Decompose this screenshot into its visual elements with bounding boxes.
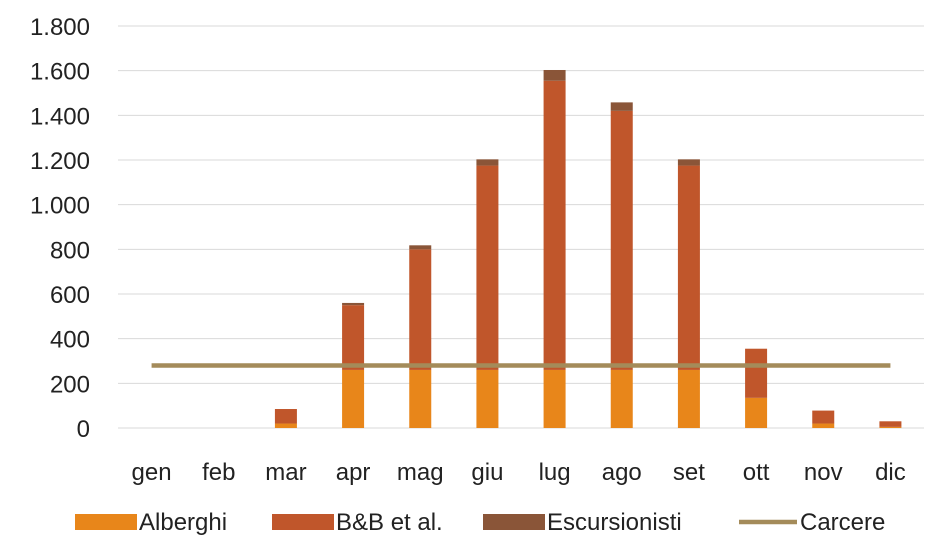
- bar-b-b-et-al-giu: [476, 165, 499, 370]
- gridlines: [118, 25, 924, 429]
- y-tick-label: 200: [50, 371, 90, 398]
- bar-b-b-et-al-mag: [409, 249, 432, 370]
- y-tick-label: 1.400: [30, 103, 90, 130]
- bar-escursionisti-set: [677, 159, 700, 166]
- y-axis-tick-labels: 0 200 400 600 800 1.000 1.200 1.400 1.600 1.800: [30, 14, 90, 443]
- x-tick-label-apr: apr: [336, 459, 371, 486]
- bar-b-b-et-al-apr: [342, 305, 365, 370]
- bar-alberghi-ott: [745, 397, 768, 428]
- bar-escursionisti-mag: [409, 245, 432, 250]
- x-tick-label-ago: ago: [602, 459, 642, 486]
- bar-b-b-et-al-dic: [879, 421, 902, 427]
- bar-escursionisti-lug: [543, 69, 566, 81]
- bar-stacks: [274, 69, 902, 428]
- x-tick-label-mag: mag: [397, 459, 444, 486]
- legend-label-alberghi: Alberghi: [139, 509, 227, 536]
- x-tick-label-ott: ott: [743, 459, 770, 486]
- bar-b-b-et-al-set: [677, 165, 700, 370]
- legend-label-carcere: Carcere: [800, 509, 885, 536]
- x-tick-label-set: set: [673, 459, 705, 486]
- x-tick-label-mar: mar: [265, 459, 306, 486]
- bar-alberghi-apr: [342, 369, 365, 428]
- x-axis-tick-labels: gen feb mar apr mag giu lug ago set ott nov dic: [132, 459, 906, 486]
- bar-escursionisti-ago: [610, 102, 633, 111]
- y-tick-label: 0: [77, 416, 90, 443]
- y-tick-label: 400: [50, 327, 90, 354]
- y-tick-label: 1.200: [30, 148, 90, 175]
- x-tick-label-dic: dic: [875, 459, 906, 486]
- bar-alberghi-nov: [812, 423, 835, 428]
- x-tick-label-feb: feb: [202, 459, 235, 486]
- bar-alberghi-mag: [409, 369, 432, 428]
- bar-alberghi-dic: [879, 426, 902, 428]
- bar-alberghi-giu: [476, 369, 499, 428]
- y-tick-label: 1.600: [30, 59, 90, 86]
- bar-b-b-et-al-mar: [274, 409, 297, 424]
- bar-alberghi-mar: [274, 423, 297, 428]
- bar-b-b-et-al-nov: [812, 410, 835, 424]
- x-tick-label-gen: gen: [132, 459, 172, 486]
- bar-alberghi-ago: [610, 369, 633, 428]
- x-tick-label-nov: nov: [804, 459, 843, 486]
- bar-escursionisti-giu: [476, 159, 499, 166]
- bar-escursionisti-apr: [342, 302, 365, 306]
- legend-label-escursionisti: Escursionisti: [547, 509, 682, 536]
- bar-b-b-et-al-lug: [543, 80, 566, 370]
- legend-swatch-b-b-et-al: [272, 514, 334, 530]
- y-tick-label: 1.800: [30, 14, 90, 41]
- y-tick-label: 800: [50, 237, 90, 264]
- bar-b-b-et-al-ott: [745, 348, 768, 398]
- bar-b-b-et-al-ago: [610, 110, 633, 370]
- bar-alberghi-set: [677, 369, 700, 428]
- y-tick-label: 1.000: [30, 193, 90, 220]
- legend: Alberghi B&B et al. Escursionisti Carcere: [75, 509, 885, 536]
- bar-alberghi-lug: [543, 369, 566, 428]
- legend-swatch-escursionisti: [483, 514, 545, 530]
- legend-swatch-alberghi: [75, 514, 137, 530]
- legend-label-b-b-et-al: B&B et al.: [336, 509, 443, 536]
- x-tick-label-giu: giu: [471, 459, 503, 486]
- x-tick-label-lug: lug: [539, 459, 571, 486]
- y-tick-label: 600: [50, 282, 90, 309]
